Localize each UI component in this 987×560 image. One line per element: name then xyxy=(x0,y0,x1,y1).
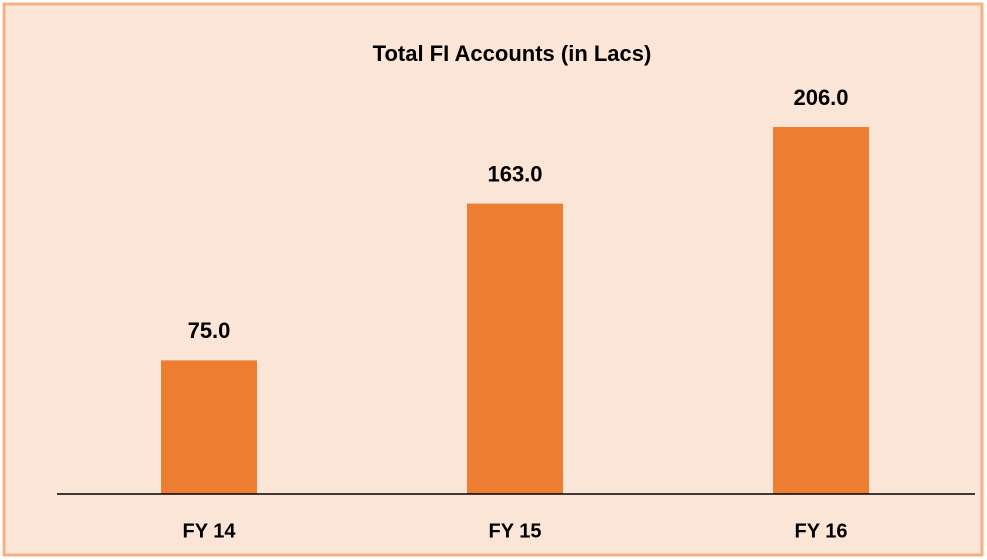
value-label: 75.0 xyxy=(188,318,231,343)
bar xyxy=(467,203,563,494)
x-tick-label: FY 16 xyxy=(795,520,848,542)
bar xyxy=(161,360,257,494)
chart-title: Total FI Accounts (in Lacs) xyxy=(373,41,652,66)
x-tick-label: FY 14 xyxy=(183,520,237,542)
value-label: 163.0 xyxy=(487,161,542,186)
x-tick-label: FY 15 xyxy=(489,520,542,542)
bar xyxy=(773,127,869,494)
value-label: 206.0 xyxy=(793,85,848,110)
